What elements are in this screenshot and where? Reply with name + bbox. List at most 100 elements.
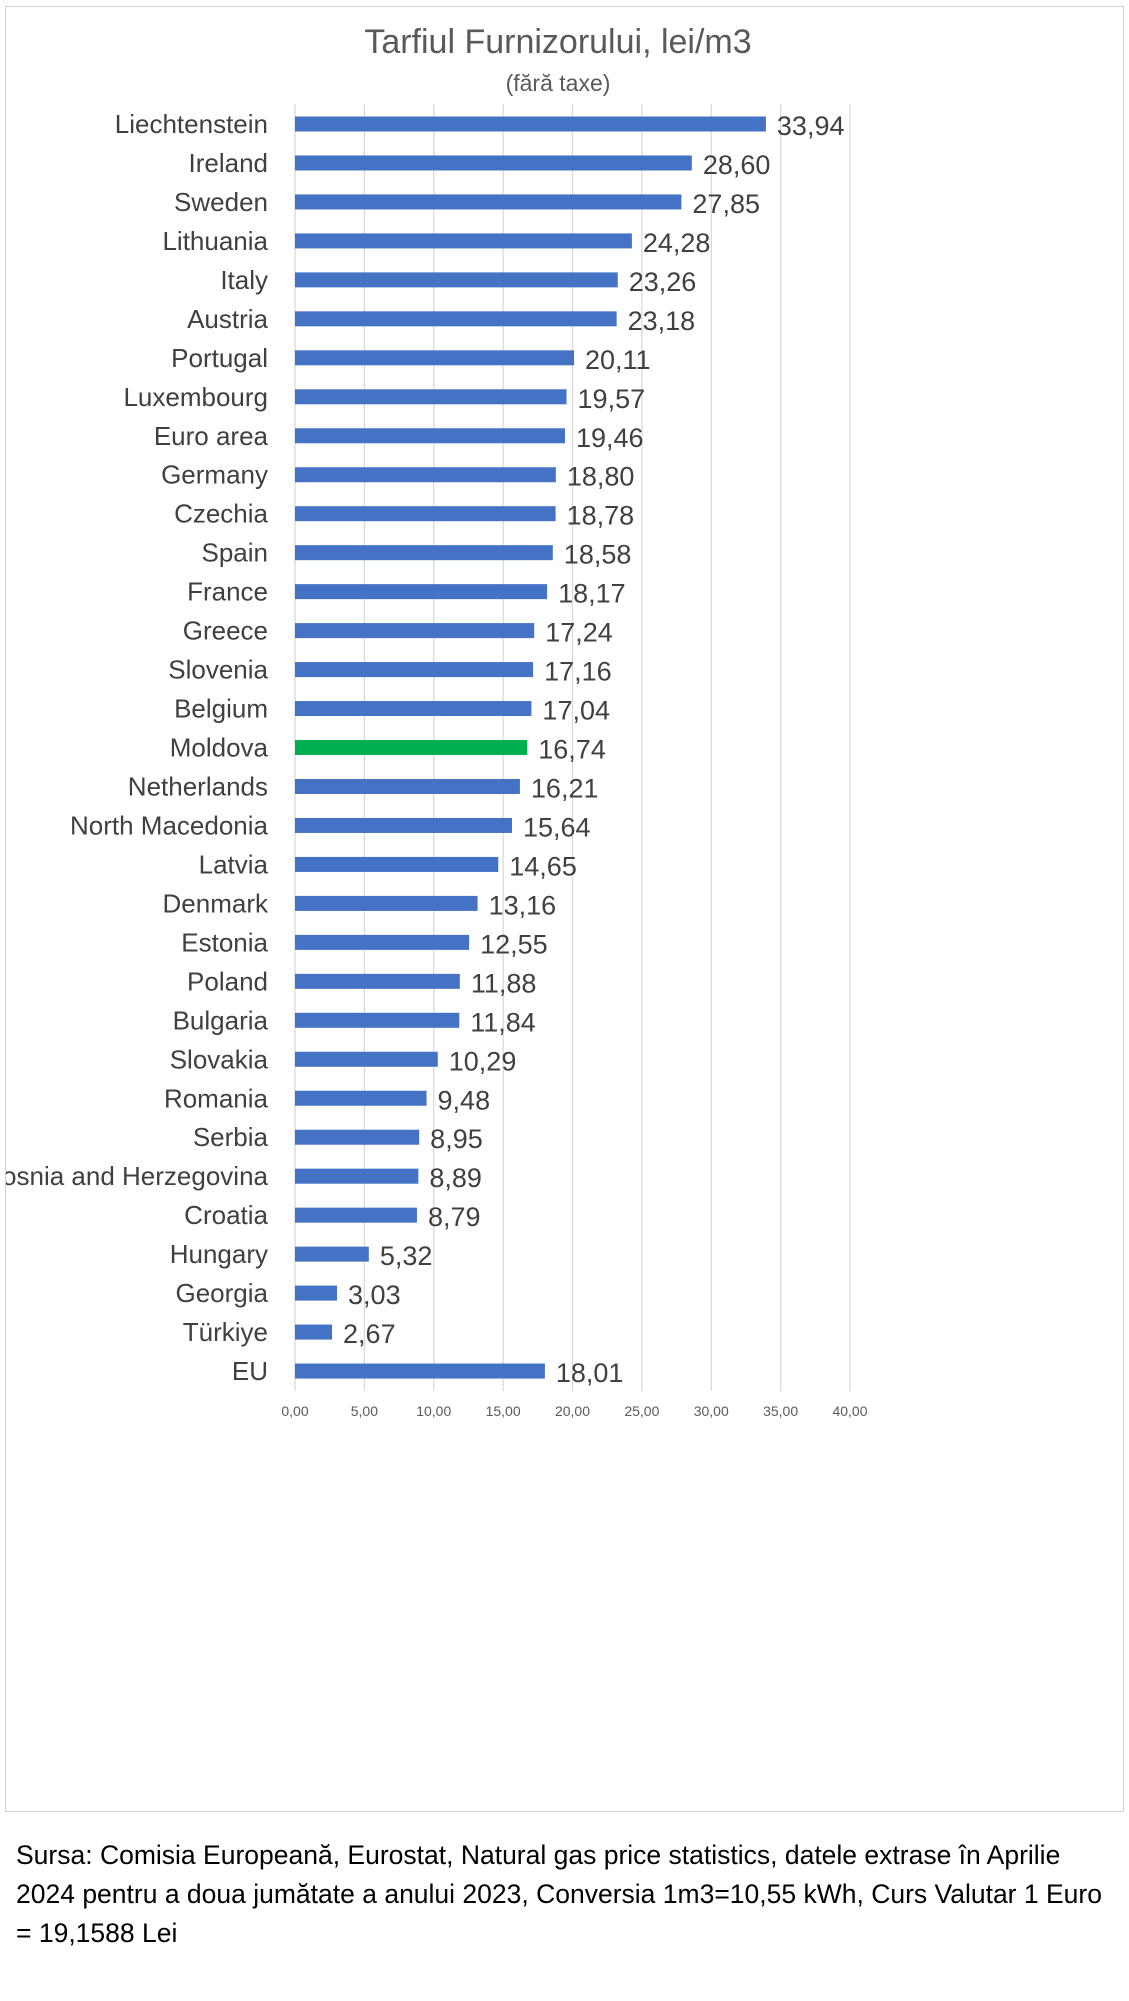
value-label: 9,48 [438, 1085, 491, 1115]
value-label: 18,01 [556, 1358, 624, 1388]
value-label: 8,95 [430, 1124, 483, 1154]
bar-italy [295, 272, 618, 288]
category-label: Hungary [170, 1239, 268, 1269]
value-label: 14,65 [509, 851, 577, 881]
value-label: 2,67 [343, 1319, 396, 1349]
value-label: 18,78 [567, 501, 635, 531]
bar-poland [295, 973, 460, 989]
category-label: EU [232, 1356, 268, 1386]
category-label: North Macedonia [70, 810, 269, 840]
category-label: Netherlands [128, 771, 268, 801]
value-label: 19,57 [578, 384, 646, 414]
category-label: Czechia [174, 499, 268, 529]
bar-t-rkiye [295, 1324, 333, 1340]
bar-netherlands [295, 778, 520, 794]
bar-euro-area [295, 428, 566, 444]
value-label: 16,21 [531, 773, 599, 803]
category-label: Estonia [181, 927, 268, 957]
category-label: France [187, 577, 268, 607]
x-tick-label: 0,00 [281, 1403, 308, 1419]
category-label: Bosnia and Herzegovina [6, 1161, 269, 1191]
bar-ireland [295, 155, 692, 171]
value-label: 20,11 [585, 345, 651, 375]
value-label: 28,60 [703, 150, 771, 180]
value-label: 17,04 [542, 696, 610, 726]
category-label: Denmark [163, 888, 269, 918]
bar-slovakia [295, 1051, 438, 1067]
x-tick-label: 30,00 [694, 1403, 729, 1419]
category-label: Georgia [176, 1278, 269, 1308]
bar-bosnia-and-herzegovina [295, 1168, 419, 1184]
source-note: Sursa: Comisia Europeană, Eurostat, Natu… [16, 1840, 1102, 1948]
value-label: 11,88 [471, 968, 537, 998]
chart-title: Tarfiul Furnizorului, lei/m3 [364, 23, 751, 61]
category-label: Portugal [171, 343, 268, 373]
bar-greece [295, 623, 535, 639]
bar-lithuania [295, 233, 632, 249]
category-label: Greece [183, 616, 268, 646]
category-labels: Liechtenstein Ireland Sweden Lithuania Italy… [6, 109, 269, 1386]
bar-spain [295, 545, 553, 561]
value-label: 17,24 [545, 618, 613, 648]
bar-latvia [295, 856, 499, 872]
category-label: Slovakia [170, 1044, 269, 1074]
bar-estonia [295, 934, 470, 950]
bar-croatia [295, 1207, 417, 1223]
x-tick-label: 20,00 [555, 1403, 590, 1419]
bar-luxembourg [295, 389, 567, 405]
bar-portugal [295, 350, 575, 366]
bars [295, 116, 766, 1379]
value-label: 18,17 [558, 579, 626, 609]
bar-denmark [295, 895, 478, 911]
bar-czechia [295, 506, 556, 522]
category-label: Austria [187, 304, 268, 334]
value-label: 16,74 [538, 735, 606, 765]
value-label: 23,18 [628, 306, 696, 336]
category-label: Türkiye [183, 1317, 268, 1347]
category-label: Liechtenstein [115, 109, 268, 139]
value-label: 5,32 [380, 1241, 433, 1271]
bar-austria [295, 311, 617, 327]
bar-north-macedonia [295, 817, 513, 833]
x-tick-label: 35,00 [763, 1403, 798, 1419]
category-label: Slovenia [168, 655, 268, 685]
value-label: 23,26 [629, 267, 697, 297]
category-label: Moldova [170, 733, 269, 763]
bar-romania [295, 1090, 427, 1106]
x-tick-label: 5,00 [351, 1403, 378, 1419]
category-label: Germany [161, 460, 268, 490]
category-label: Serbia [193, 1122, 269, 1152]
bar-slovenia [295, 662, 534, 678]
category-label: Lithuania [162, 226, 268, 256]
bar-bulgaria [295, 1012, 460, 1028]
value-label: 24,28 [643, 228, 711, 258]
value-label: 8,89 [429, 1163, 482, 1193]
category-label: Romania [164, 1083, 269, 1113]
value-label: 13,16 [489, 890, 557, 920]
chart-subtitle: (fără taxe) [506, 70, 611, 96]
bar-sweden [295, 194, 682, 210]
value-label: 15,64 [523, 812, 591, 842]
category-label: Belgium [174, 694, 268, 724]
value-label: 11,84 [470, 1007, 536, 1037]
value-label: 27,85 [692, 189, 760, 219]
bar-germany [295, 467, 556, 483]
x-tick-label: 25,00 [624, 1403, 659, 1419]
category-label: Ireland [189, 148, 269, 178]
chart-area: Tarfiul Furnizorului, lei/m3 (fără taxe)… [5, 6, 1124, 1812]
bar-moldova [295, 740, 528, 756]
x-tick-label: 15,00 [486, 1403, 521, 1419]
value-label: 3,03 [348, 1280, 401, 1310]
bar-france [295, 584, 548, 600]
x-axis-tick-labels: 0,00 5,00 10,00 15,00 20,00 25,00 30,00 35,00 40… [281, 1403, 867, 1419]
value-label: 12,55 [480, 929, 548, 959]
bar-serbia [295, 1129, 420, 1145]
category-label: Euro area [154, 421, 269, 451]
x-tick-label: 10,00 [416, 1403, 451, 1419]
value-label: 8,79 [428, 1202, 481, 1232]
category-label: Poland [187, 966, 268, 996]
category-label: Croatia [184, 1200, 268, 1230]
value-label: 10,29 [449, 1046, 517, 1076]
bar-hungary [295, 1246, 369, 1262]
value-label: 17,16 [544, 657, 612, 687]
